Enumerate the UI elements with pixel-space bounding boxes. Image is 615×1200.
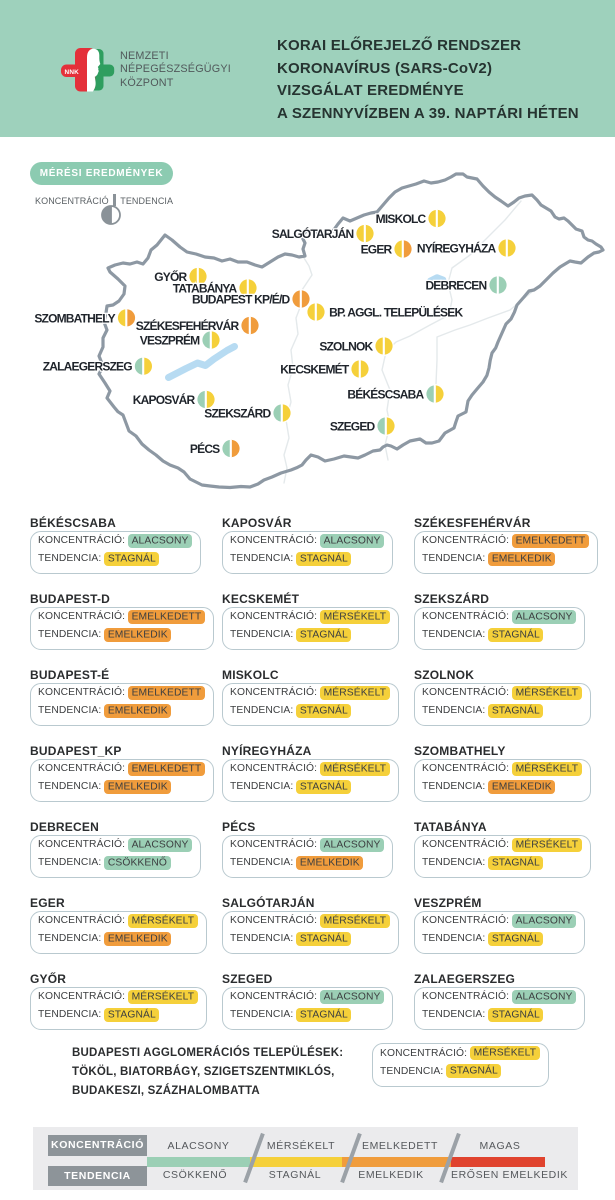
svg-text:BÉKÉSCSABA: BÉKÉSCSABA (347, 387, 424, 402)
svg-text:SZOLNOK: SZOLNOK (319, 340, 373, 354)
svg-text:PÉCS: PÉCS (190, 441, 220, 456)
svg-text:DEBRECEN: DEBRECEN (425, 279, 486, 293)
svg-text:SZOMBATHELY: SZOMBATHELY (34, 311, 115, 325)
svg-text:KECSKEMÉT: KECSKEMÉT (280, 362, 350, 377)
svg-text:SALGÓTARJÁN: SALGÓTARJÁN (272, 226, 354, 241)
svg-text:MISKOLC: MISKOLC (376, 212, 427, 226)
svg-text:VESZPRÉM: VESZPRÉM (140, 333, 200, 348)
svg-text:SZEGED: SZEGED (330, 420, 376, 434)
svg-text:TATABÁNYA: TATABÁNYA (173, 281, 238, 296)
svg-text:NYÍREGYHÁZA: NYÍREGYHÁZA (417, 241, 497, 256)
svg-text:BP. AGGL. TELEPÜLÉSEK: BP. AGGL. TELEPÜLÉSEK (329, 305, 463, 320)
svg-text:SZEKSZÁRD: SZEKSZÁRD (204, 406, 271, 421)
svg-text:EGER: EGER (361, 243, 393, 257)
svg-text:GYŐR: GYŐR (154, 269, 187, 284)
svg-text:SZÉKESFEHÉRVÁR: SZÉKESFEHÉRVÁR (136, 318, 240, 333)
svg-text:NNK: NNK (65, 69, 80, 76)
svg-text:KAPOSVÁR: KAPOSVÁR (133, 392, 196, 407)
svg-text:ZALAEGERSZEG: ZALAEGERSZEG (43, 360, 133, 374)
svg-text:BUDAPEST KP/É/D: BUDAPEST KP/É/D (192, 292, 290, 307)
